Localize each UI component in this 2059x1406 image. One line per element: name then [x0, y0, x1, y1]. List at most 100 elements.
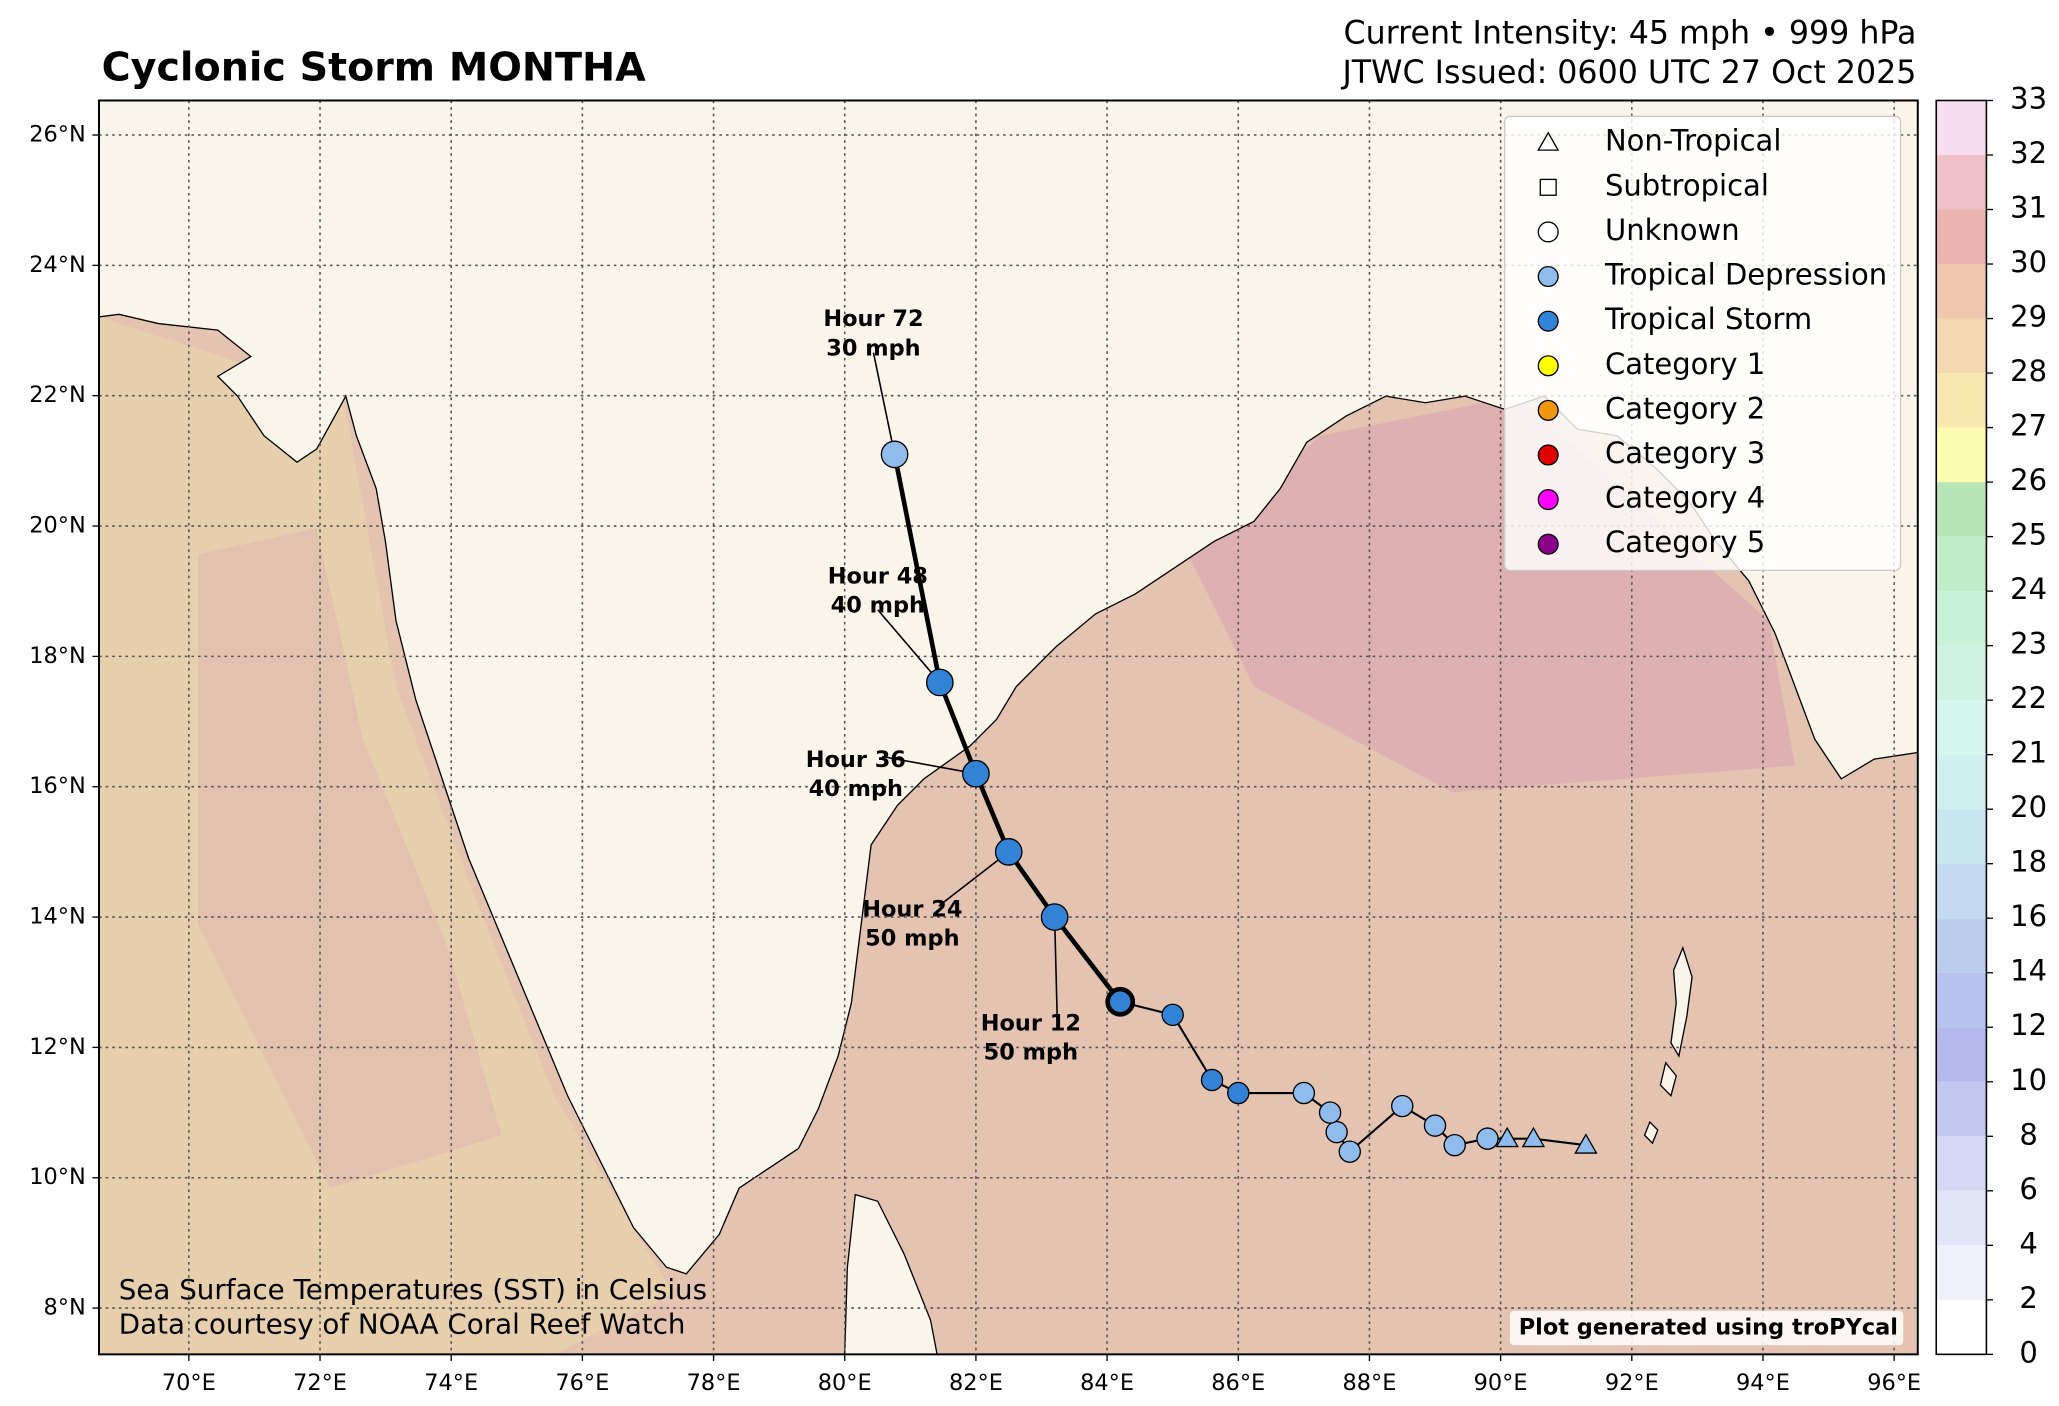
marker: [1040, 903, 1069, 931]
colorbar-segment: [1936, 918, 1987, 973]
label-leader: [938, 851, 1010, 907]
colorbar-segment: [1936, 972, 1987, 1028]
marker: [1537, 533, 1559, 555]
marker: [1537, 399, 1559, 421]
forecast-hour: Hour 36: [806, 747, 906, 773]
marker: [1391, 1094, 1414, 1118]
y-tick-label: 12°N: [29, 1034, 86, 1060]
colorbar-segment: [1936, 427, 1987, 483]
legend-label: Unknown: [1605, 213, 1740, 247]
footer-line: Sea Surface Temperatures (SST) in Celsiu…: [119, 1273, 707, 1306]
marker: [1537, 131, 1560, 151]
forecast-hour: Hour 48: [828, 563, 928, 589]
colorbar-label: 24: [2010, 572, 2047, 606]
colorbar-segment: [1936, 1245, 1987, 1300]
y-tick-label: 18°N: [29, 643, 86, 669]
colorbar-label: 32: [2010, 136, 2047, 170]
y-tick-label: 26°N: [29, 122, 86, 148]
colorbar-segment: [1936, 591, 1987, 646]
colorbar-label: 16: [2010, 899, 2047, 933]
label-leader: [1053, 917, 1059, 1021]
marker: [1537, 310, 1559, 332]
legend-label: Tropical Depression: [1604, 258, 1887, 292]
islands: [1643, 945, 1693, 1145]
colorbar-label: 20: [2010, 790, 2047, 824]
sri-lanka: [844, 1193, 938, 1355]
legend-label: Tropical Storm: [1604, 302, 1812, 336]
colorbar-segment: [1936, 1299, 1987, 1355]
colorbar-segment: [1936, 264, 1987, 319]
y-tick-label: 22°N: [29, 382, 86, 408]
intensity: Current Intensity: 45 mph • 999 hPa: [1344, 15, 1917, 51]
colorbar-segment: [1936, 1190, 1987, 1246]
marker: [1105, 986, 1136, 1017]
colorbar-label: 30: [2010, 245, 2047, 279]
colorbar-frame: [1935, 99, 1988, 1356]
colorbar-segment: [1936, 1027, 1987, 1082]
colorbar-label: 21: [2010, 736, 2047, 770]
marker: [1161, 1003, 1184, 1027]
x-tick-label: 80°E: [818, 1370, 872, 1396]
colorbar-segment: [1936, 373, 1987, 428]
colorbar-label: 29: [2010, 300, 2047, 334]
label-leader: [877, 609, 941, 683]
colorbar-segment: [1936, 754, 1987, 810]
colorbar-segment: [1936, 809, 1987, 864]
legend-label: Subtropical: [1605, 168, 1769, 202]
marker: [1495, 1126, 1519, 1148]
track: [872, 352, 1598, 1163]
y-tick-label: 8°N: [44, 1295, 86, 1321]
ticks: 70°E 72°E 74°E 76°E 78°E 80°E 82°E 84°E 86°E 88°E…: [29, 122, 1921, 1396]
x-tick-label: 84°E: [1080, 1370, 1134, 1396]
colorbar-label: 31: [2010, 191, 2047, 225]
y-tick-label: 24°N: [29, 252, 86, 278]
marker: [1537, 221, 1559, 243]
x-tick-label: 78°E: [687, 1370, 741, 1396]
colorbar-segment: [1936, 1081, 1987, 1137]
credit: Plot generated using troPYcal: [1519, 1314, 1898, 1340]
colorbar-label: 23: [2010, 627, 2047, 661]
colorbar-label: 12: [2010, 1008, 2047, 1042]
y-tick-label: 20°N: [29, 513, 86, 539]
marker: [1537, 265, 1559, 288]
colorbar-label: 0: [2019, 1335, 2037, 1369]
marker: [1325, 1120, 1348, 1144]
map-frame: [98, 99, 1919, 1356]
colorbar-label: 4: [2019, 1226, 2037, 1260]
marker: [1521, 1126, 1546, 1148]
x-tick-label: 76°E: [555, 1370, 609, 1396]
colorbar-label: 27: [2010, 409, 2047, 443]
label-leader: [872, 352, 896, 455]
colorbar-label: 28: [2010, 354, 2047, 388]
colorbar-label: 25: [2010, 518, 2047, 552]
colorbar: 0246810121416182021222324252627282930313…: [1935, 81, 2047, 1369]
marker: [1574, 1133, 1598, 1154]
forecast-hour: Hour 72: [823, 306, 923, 332]
forecast-hour: Hour 12: [981, 1010, 1081, 1036]
colorbar-label: 26: [2010, 463, 2047, 497]
legend: Non-Tropical Subtropical Unknown Tropical D…: [1503, 115, 1902, 572]
legend-label: Category 5: [1605, 525, 1765, 559]
colorbar-segment: [1936, 863, 1987, 919]
marker: [925, 668, 954, 697]
marker: [1537, 355, 1559, 377]
marker: [1537, 444, 1559, 466]
colorbar-label: 2: [2019, 1281, 2037, 1315]
marker: [1200, 1068, 1224, 1092]
title: Cyclonic Storm MONTHA: [102, 45, 646, 91]
marker: [1227, 1081, 1250, 1105]
colorbar-label: 33: [2010, 81, 2047, 115]
marker: [1539, 178, 1557, 196]
x-tick-label: 88°E: [1342, 1370, 1396, 1396]
forecast-track: [892, 453, 1123, 1004]
marker: [1443, 1133, 1466, 1157]
marker: [994, 838, 1023, 866]
x-tick-label: 90°E: [1474, 1370, 1528, 1396]
legend-label: Category 3: [1605, 436, 1765, 470]
x-tick-label: 72°E: [293, 1370, 347, 1396]
colorbar-segment: [1936, 100, 1987, 155]
footer-line: Data courtesy of NOAA Coral Reef Watch: [119, 1307, 686, 1340]
forecast-wind: 30 mph: [826, 335, 920, 361]
